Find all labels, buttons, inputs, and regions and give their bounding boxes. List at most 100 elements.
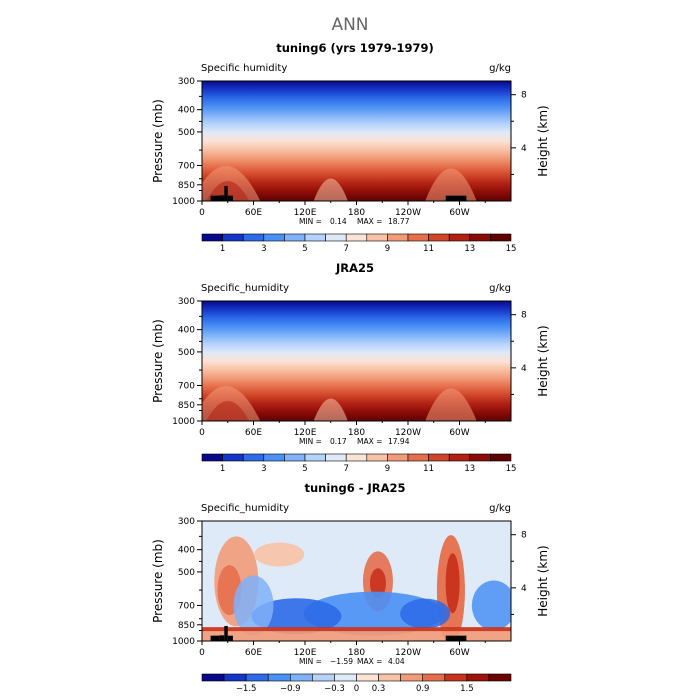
colorbar-label: 11 [423, 244, 434, 254]
moisture-feature [313, 178, 348, 201]
colorbar-cell [490, 233, 512, 242]
colorbar-cell [242, 233, 265, 242]
x-tick-label: 0 [199, 648, 205, 658]
units-label: g/kg [489, 503, 511, 514]
figure-title: ANN [331, 15, 368, 35]
x-tick-label: 120W [395, 648, 421, 658]
right-tick-label: 8 [521, 91, 527, 101]
min-value: 0.14 [330, 217, 347, 226]
anomaly-blob [369, 568, 386, 599]
panel-3: tuning6 - JRA25 Specific_humidity g/kg 300 4… [151, 481, 550, 694]
topography-block [219, 635, 225, 641]
anomaly-blob [251, 598, 342, 635]
colorbar-cell [284, 453, 306, 462]
colorbar-cell [222, 453, 244, 462]
anomaly-band [202, 628, 511, 641]
topography-block [227, 195, 233, 201]
y-axis-label-right: Height (km) [536, 105, 550, 176]
units-label: g/kg [489, 63, 511, 74]
topography-block [210, 195, 220, 201]
max-value: 4.04 [388, 657, 405, 666]
colorbar-cell [201, 233, 223, 242]
y-tick-label: 300 [178, 517, 195, 527]
moisture-feature [206, 401, 250, 421]
y-axis-label: Pressure (mb) [151, 99, 165, 183]
colorbar-cell [263, 453, 285, 462]
y-tick-label: 1000 [172, 417, 195, 427]
x-tick-label: 180 [348, 208, 365, 218]
max-value: 18.77 [388, 217, 410, 226]
colorbar-cell [448, 453, 471, 462]
y-tick-label: 400 [178, 106, 195, 116]
colorbar-label: 0.3 [372, 684, 386, 694]
colorbar-cell [334, 673, 357, 682]
colorbar-label: 15 [506, 244, 517, 254]
colorbar: 1 3 5 7 9 11 13 15 [201, 453, 517, 474]
colorbar-cell [325, 453, 347, 462]
colorbar: 1 3 5 7 9 11 13 15 [201, 233, 517, 254]
y-tick-label: 1000 [172, 637, 195, 647]
right-tick-label: 4 [521, 584, 527, 594]
colorbar-cell [469, 453, 491, 462]
topography-block [219, 195, 225, 201]
colorbar-label: 7 [343, 464, 348, 474]
colorbar-label: 1 [220, 244, 225, 254]
contour-field [202, 301, 511, 421]
colorbar-label: 13 [464, 244, 475, 254]
colorbar-cell [325, 233, 347, 242]
min-label: MIN = [299, 437, 322, 446]
y-tick-label: 500 [178, 128, 195, 138]
min-value: −1.59 [330, 657, 353, 666]
colorbar-label: 3 [261, 244, 266, 254]
colorbar-label: 15 [506, 464, 517, 474]
moisture-feature [425, 388, 477, 421]
min-value: 0.17 [330, 437, 347, 446]
colorbar-label: 1 [220, 464, 225, 474]
x-tick-label: 180 [348, 648, 365, 658]
moisture-feature [313, 398, 348, 421]
panel-title: tuning6 - JRA25 [304, 481, 405, 495]
colorbar-cell [444, 673, 468, 682]
colorbar-cell [345, 233, 368, 242]
max-label: MAX = [357, 657, 382, 666]
max-label: MAX = [357, 217, 382, 226]
y-tick-label: 1000 [172, 197, 195, 207]
colorbar-cell [223, 673, 247, 682]
colorbar-cell [201, 453, 223, 462]
colorbar-label: −1.5 [236, 684, 257, 694]
colorbar-label: 11 [423, 464, 434, 474]
colorbar-cell [267, 673, 291, 682]
x-tick-label: 120W [395, 428, 421, 438]
field-label: Specific humidity [201, 63, 287, 74]
colorbar-label: 13 [464, 464, 475, 474]
colorbar-cell [469, 233, 491, 242]
y-tick-label: 700 [178, 161, 195, 171]
right-tick-label: 8 [521, 311, 527, 321]
colorbar-cell [245, 673, 269, 682]
y-axis-label: Pressure (mb) [151, 539, 165, 623]
colorbar-cell [345, 453, 368, 462]
x-tick-label: 0 [199, 428, 205, 438]
right-tick-label: 8 [521, 531, 527, 541]
colorbar-cell [304, 453, 326, 462]
y-tick-label: 500 [178, 348, 195, 358]
topography-block [459, 195, 467, 201]
colorbar-cell [488, 673, 512, 682]
colorbar-cell [356, 673, 379, 682]
field-label: Specific_humidity [201, 283, 289, 294]
x-tick-label: 60E [245, 648, 262, 658]
colorbar-cell [407, 453, 429, 462]
colorbar-cell [466, 673, 490, 682]
x-tick-label: 120E [294, 648, 317, 658]
units-label: g/kg [489, 283, 511, 294]
right-tick-label: 4 [521, 144, 527, 154]
colorbar-cell [201, 673, 225, 682]
colorbar-cell [448, 233, 471, 242]
x-tick-label: 60W [449, 428, 469, 438]
anomaly-blob [400, 598, 451, 629]
colorbar-label: 3 [261, 464, 266, 474]
topography-block [227, 635, 233, 641]
anomaly-blob [233, 575, 274, 636]
colorbar-label: 7 [343, 244, 348, 254]
y-tick-label: 850 [178, 621, 195, 631]
